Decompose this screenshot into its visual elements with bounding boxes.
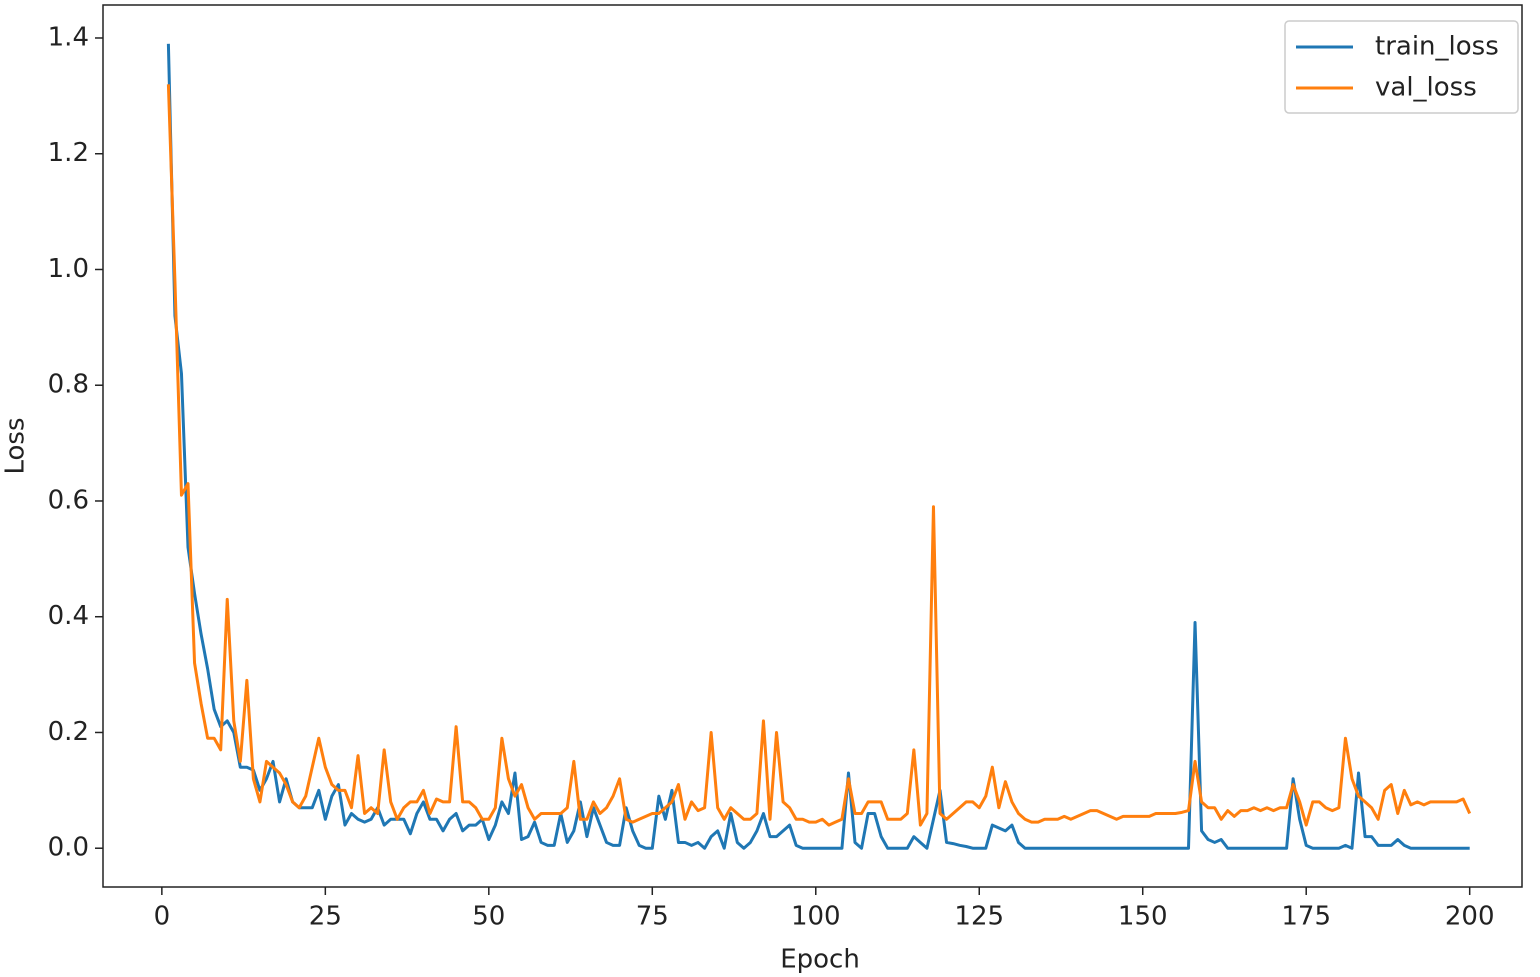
x-tick-label: 100 [791,902,841,932]
legend-box [1284,20,1519,114]
x-tick-label: 150 [1118,902,1168,932]
line-series [166,84,1472,827]
legend-label: train_loss [1375,32,1499,62]
x-tick-label: 75 [636,902,669,932]
y-tick-label: 0.4 [48,601,89,631]
legend-label: val_loss [1375,73,1477,103]
x-tick-label: 25 [309,902,342,932]
y-tick-label: 1.2 [48,138,89,168]
x-tick-label: 0 [154,902,171,932]
y-tick-label: 1.0 [48,254,89,284]
y-axis-label: Loss [1,417,31,474]
x-tick-label: 200 [1445,902,1495,932]
x-axis-label: Epoch [780,945,860,975]
y-tick-label: 1.4 [48,22,89,52]
x-tick-label: 175 [1281,902,1331,932]
y-tick-label: 0.2 [48,717,89,747]
y-tick-label: 0.0 [48,833,89,863]
line-series [166,43,1470,850]
x-tick-label: 50 [472,902,505,932]
y-tick-label: 0.8 [48,370,89,400]
plot-frame [102,4,1523,888]
x-tick-label: 125 [954,902,1004,932]
y-tick-label: 0.6 [48,485,89,515]
